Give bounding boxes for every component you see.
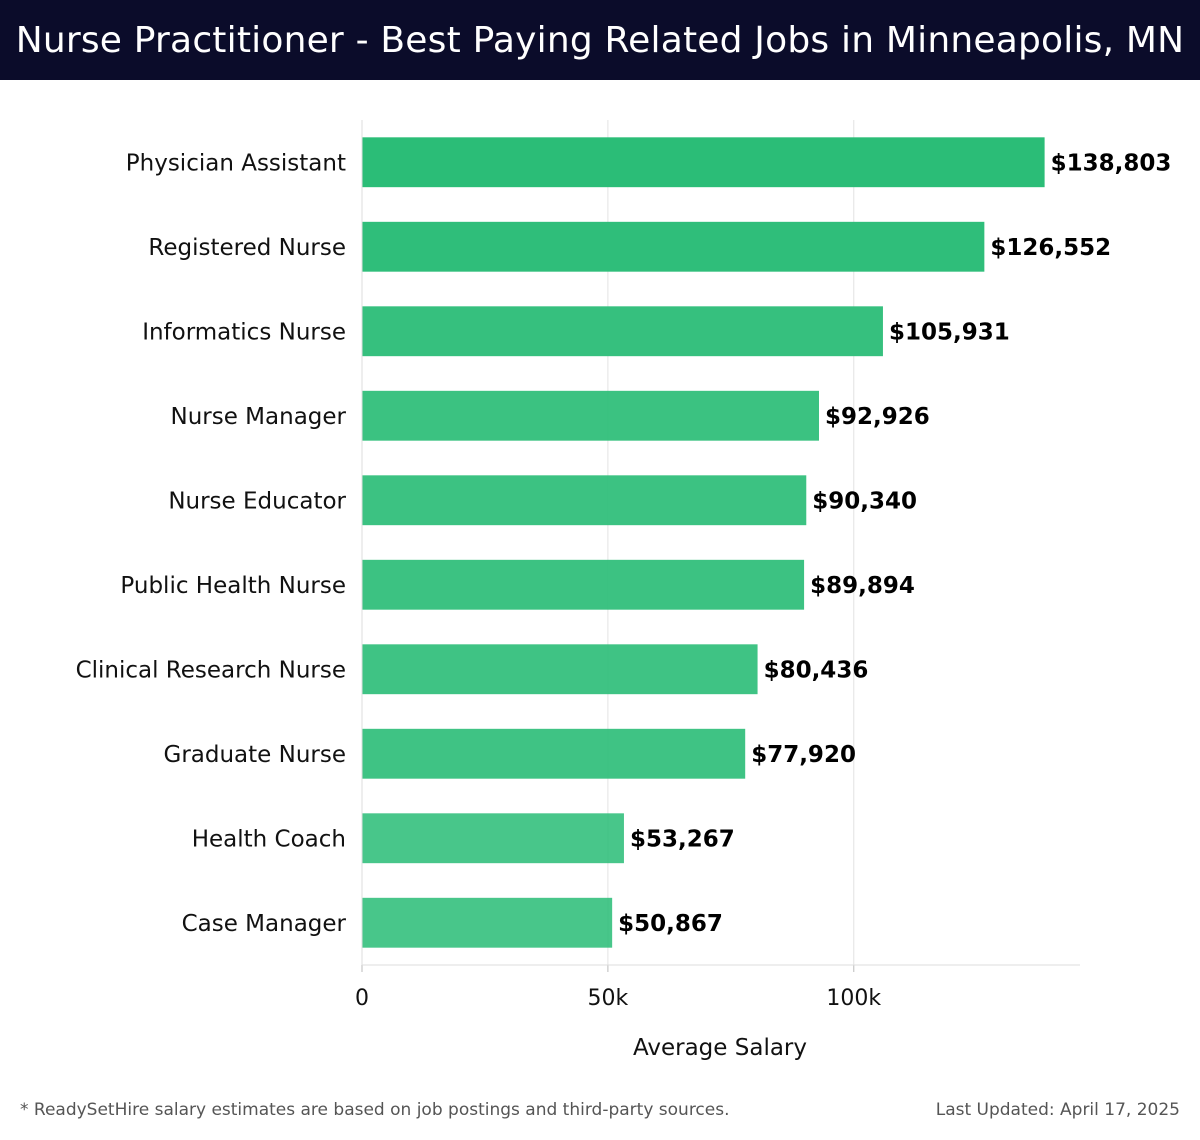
category-label: Graduate Nurse bbox=[164, 742, 347, 768]
category-label: Public Health Nurse bbox=[120, 573, 346, 599]
chart-title: Nurse Practitioner - Best Paying Related… bbox=[15, 19, 1185, 61]
footnote: * ReadySetHire salary estimates are base… bbox=[20, 1100, 730, 1120]
category-label: Clinical Research Nurse bbox=[76, 657, 346, 683]
value-label: $77,920 bbox=[751, 742, 856, 768]
bars bbox=[362, 137, 1045, 948]
salary-bar-chart: 0 50k 100k Physician Assistant Registered N… bbox=[76, 120, 1171, 1061]
bar bbox=[362, 475, 807, 526]
category-label: Nurse Educator bbox=[168, 488, 346, 514]
value-label: $90,340 bbox=[812, 488, 917, 514]
bar bbox=[362, 644, 758, 695]
x-tick-label: 0 bbox=[355, 986, 369, 1011]
category-labels: Physician Assistant Registered Nurse Infor… bbox=[76, 150, 347, 937]
value-label: $89,894 bbox=[810, 573, 915, 599]
bar bbox=[362, 559, 805, 610]
chart-header: Nurse Practitioner - Best Paying Related… bbox=[0, 0, 1200, 80]
value-label: $53,267 bbox=[630, 826, 735, 852]
value-label: $80,436 bbox=[764, 657, 869, 683]
bar bbox=[362, 728, 746, 779]
bar bbox=[362, 897, 613, 948]
bar bbox=[362, 221, 985, 272]
x-tick-label: 100k bbox=[826, 986, 881, 1011]
bar bbox=[362, 306, 883, 357]
value-label: $138,803 bbox=[1051, 150, 1172, 176]
x-axis: 0 50k 100k bbox=[355, 120, 1080, 1011]
bar bbox=[362, 137, 1045, 188]
value-labels: $138,803 $126,552 $105,931 $92,926 $90,340 $8… bbox=[618, 150, 1171, 937]
category-label: Health Coach bbox=[192, 826, 346, 852]
x-axis-title: Average Salary bbox=[633, 1035, 807, 1061]
category-label: Physician Assistant bbox=[126, 150, 346, 176]
value-label: $50,867 bbox=[618, 911, 723, 937]
category-label: Case Manager bbox=[182, 911, 347, 937]
bar bbox=[362, 390, 819, 441]
bar bbox=[362, 813, 624, 864]
category-label: Informatics Nurse bbox=[142, 319, 346, 345]
category-label: Registered Nurse bbox=[148, 235, 346, 261]
value-label: $126,552 bbox=[990, 235, 1111, 261]
category-label: Nurse Manager bbox=[171, 404, 347, 430]
last-updated: Last Updated: April 17, 2025 bbox=[935, 1100, 1180, 1120]
x-tick-label: 50k bbox=[588, 986, 629, 1011]
value-label: $105,931 bbox=[889, 319, 1010, 345]
value-label: $92,926 bbox=[825, 404, 930, 430]
